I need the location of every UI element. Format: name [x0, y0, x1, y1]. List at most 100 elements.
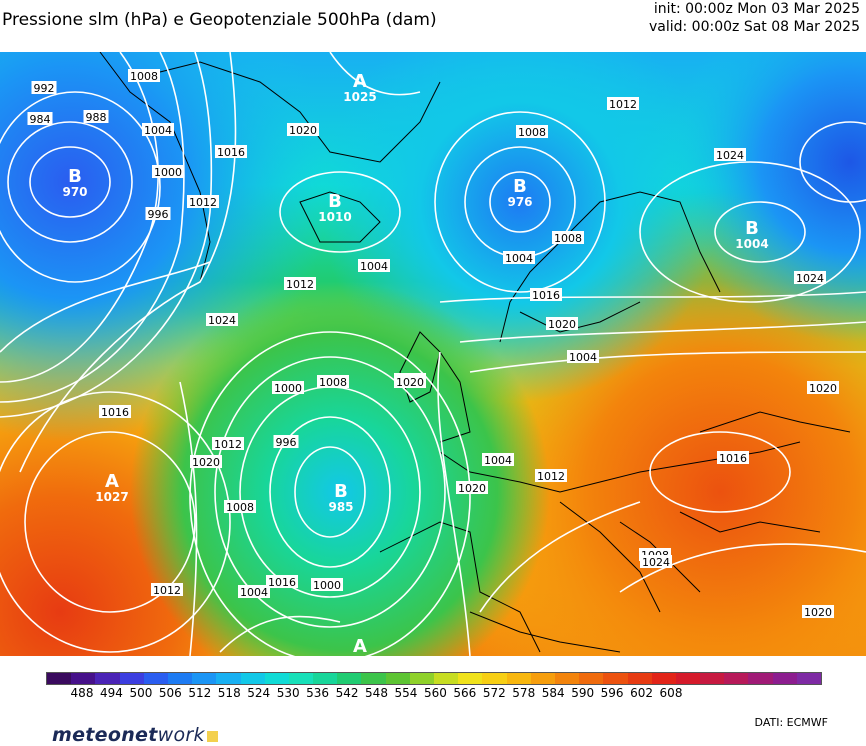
svg-text:1004: 1004 [569, 351, 597, 364]
colorbar-swatch [627, 673, 652, 684]
isobar-label: 1004 [503, 251, 535, 265]
colorbar-swatch [264, 673, 289, 684]
svg-text:996: 996 [148, 208, 169, 221]
colorbar [46, 672, 822, 685]
svg-text:1020: 1020 [192, 456, 220, 469]
colorbar-swatch [313, 673, 338, 684]
isobar-label: 1012 [535, 469, 567, 483]
colorbar-tick-label: 500 [129, 686, 153, 700]
svg-text:1004: 1004 [505, 252, 533, 265]
map-svg: 992 984 988 1008 1004 1000 996 1012 1016 1020 1024… [0, 52, 866, 656]
svg-text:1012: 1012 [189, 196, 217, 209]
colorbar-tick-label: 494 [99, 686, 123, 700]
svg-text:1008: 1008 [319, 376, 347, 389]
isobar-label: 1008 [552, 231, 584, 245]
colorbar-swatch [95, 673, 120, 684]
colorbar-swatch [71, 673, 96, 684]
svg-text:1020: 1020 [548, 318, 576, 331]
svg-text:992: 992 [34, 82, 55, 95]
isobar-label: 1024 [794, 271, 826, 285]
coastlines [99, 52, 851, 653]
isobar-label: 1004 [142, 123, 174, 137]
colorbar-tick-label: 506 [158, 686, 182, 700]
colorbar-tick-label: 578 [512, 686, 536, 700]
init-time: init: 00:00z Mon 03 Mar 2025 [653, 1, 860, 17]
logo-text-bold: meteonet [52, 724, 158, 746]
isobar-label: 996 [145, 207, 171, 221]
svg-text:1004: 1004 [484, 454, 512, 467]
isobar-label: 1008 [317, 375, 349, 389]
isobar-label: 1020 [394, 375, 426, 389]
svg-text:988: 988 [86, 111, 107, 124]
svg-text:1000: 1000 [313, 579, 341, 592]
isobar-label: 1012 [284, 277, 316, 291]
svg-text:1024: 1024 [796, 272, 824, 285]
colorbar-swatch [167, 673, 193, 684]
logo-square-icon [206, 731, 218, 742]
colorbar-swatch [675, 673, 701, 684]
svg-text:1027: 1027 [95, 490, 128, 504]
svg-text:A: A [105, 471, 119, 492]
isobar-label: 1008 [516, 125, 548, 139]
colorbar-ticks: 488 494 500 506 512 518 524 530 536 542 548 554 560 5… [0, 686, 866, 702]
colorbar-swatch [288, 673, 314, 684]
isobar-label: 1024 [206, 313, 238, 327]
isobar-label: 1008 [224, 500, 256, 514]
svg-text:1016: 1016 [719, 452, 747, 465]
svg-text:1008: 1008 [130, 70, 158, 83]
colorbar-swatch [192, 673, 217, 684]
colorbar-swatch [240, 673, 265, 684]
svg-text:1020: 1020 [458, 482, 486, 495]
svg-text:1004: 1004 [144, 124, 172, 137]
isobar-label: 1016 [266, 575, 298, 589]
colorbar-tick-label: 566 [453, 686, 477, 700]
svg-text:B: B [513, 176, 527, 197]
svg-text:1012: 1012 [537, 470, 565, 483]
colorbar-swatch [47, 673, 72, 684]
colorbar-tick-label: 596 [600, 686, 624, 700]
isobar-label: 1020 [287, 123, 319, 137]
svg-text:B: B [334, 481, 348, 502]
colorbar-tick-label: 488 [70, 686, 94, 700]
svg-text:1024: 1024 [208, 314, 236, 327]
colorbar-tick-label: 572 [482, 686, 506, 700]
colorbar-swatch [651, 673, 676, 684]
isobar-label: 1020 [190, 455, 222, 469]
colorbar-tick-label: 518 [217, 686, 241, 700]
colorbar-tick-label: 554 [394, 686, 418, 700]
svg-text:984: 984 [30, 113, 51, 126]
isobar-label: 1020 [802, 605, 834, 619]
colorbar-swatch [385, 673, 410, 684]
svg-text:1008: 1008 [554, 232, 582, 245]
svg-text:1012: 1012 [286, 278, 314, 291]
isobar-label: 1004 [238, 585, 270, 599]
svg-text:1016: 1016 [101, 406, 129, 419]
colorbar-swatch [796, 673, 821, 684]
isobar-label: 1016 [717, 451, 749, 465]
svg-text:1012: 1012 [153, 584, 181, 597]
colorbar-swatch [337, 673, 362, 684]
isobar-label: 1004 [358, 259, 390, 273]
isobars [0, 52, 866, 656]
meteonetwork-logo: meteonetwork [52, 724, 218, 746]
logo-text-light: work [157, 724, 205, 746]
svg-text:1004: 1004 [240, 586, 268, 599]
svg-text:1004: 1004 [360, 260, 388, 273]
colorbar-swatch [603, 673, 628, 684]
isobar-label: 1000 [311, 578, 343, 592]
run-info: init: 00:00z Mon 03 Mar 2025 valid: 00:0… [649, 0, 860, 36]
colorbar-tick-label: 536 [306, 686, 330, 700]
colorbar-swatch [216, 673, 241, 684]
colorbar-swatch [482, 673, 507, 684]
isobar-label: 1020 [546, 317, 578, 331]
colorbar-swatch [361, 673, 386, 684]
colorbar-swatch [434, 673, 459, 684]
colorbar-tick-label: 542 [335, 686, 359, 700]
colorbar-swatch [748, 673, 773, 684]
colorbar-tick-label: 608 [659, 686, 683, 700]
isobar-label: 1004 [482, 453, 514, 467]
chart-title: Pressione slm (hPa) e Geopotenziale 500h… [2, 10, 437, 30]
